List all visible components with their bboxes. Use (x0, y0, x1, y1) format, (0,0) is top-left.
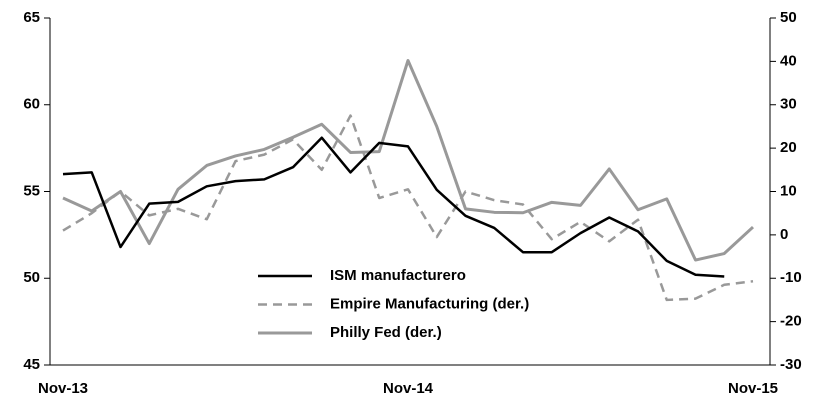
series-line (62, 136, 725, 278)
series-line (62, 59, 755, 262)
y-tick-label: 50 (23, 269, 40, 286)
y2-tick-label: -30 (780, 356, 802, 373)
y2-tick-label: 30 (780, 96, 797, 113)
y2-tick-label: 20 (780, 139, 797, 156)
y2-tick-label: 40 (780, 52, 797, 69)
y2-tick-label: -20 (780, 313, 802, 330)
legend-label: Empire Manufacturing (der.) (330, 295, 529, 312)
y2-tick-label: 50 (780, 9, 797, 26)
legend-label: Philly Fed (der.) (330, 324, 442, 341)
y-tick-label: 45 (23, 356, 40, 373)
y-tick-label: 65 (23, 9, 40, 26)
y2-tick-label: -10 (780, 269, 802, 286)
x-tick-label: Nov-14 (383, 380, 434, 397)
y2-tick-label: 10 (780, 182, 797, 199)
legend-label: ISM manufacturero (330, 267, 466, 284)
y2-tick-label: 0 (780, 226, 788, 243)
y-tick-label: 55 (23, 182, 40, 199)
x-tick-label: Nov-15 (728, 380, 778, 397)
y-tick-label: 60 (23, 96, 40, 113)
x-tick-label: Nov-13 (38, 380, 88, 397)
series-line (62, 114, 754, 302)
